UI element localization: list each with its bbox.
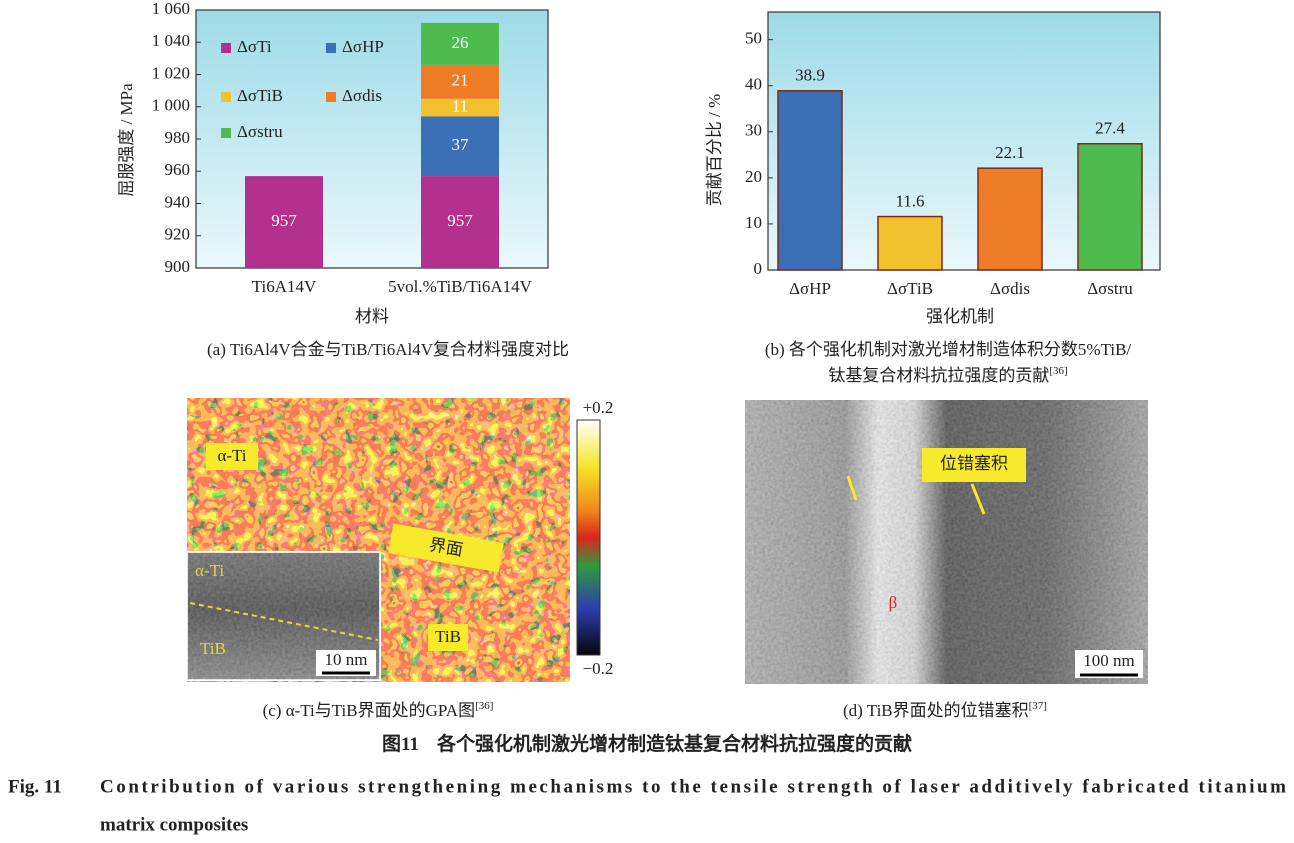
- label: 位错塞积: [940, 454, 1008, 473]
- colorbar: [576, 419, 601, 656]
- y-tick-label: 1 000: [152, 96, 190, 115]
- figure-title-text: 各个强化机制激光增材制造钛基复合材料抗拉强度的贡献: [436, 732, 912, 755]
- y-tick-label: 900: [165, 257, 191, 276]
- legend-swatch: [221, 43, 231, 53]
- caption: 钛基复合材料抗拉强度的贡献[36]: [828, 365, 1067, 385]
- caption-text: (d) TiB界面处的位错塞积: [843, 701, 1029, 720]
- bar-segment: [421, 176, 499, 268]
- value-label: 26: [452, 33, 469, 52]
- figure-title: 图11 各个强化机制激光增材制造钛基复合材料抗拉强度的贡献: [382, 732, 912, 755]
- caption-text: (c) α-Ti与TiB界面处的GPA图: [263, 701, 476, 720]
- x-axis-label: 材料: [355, 307, 389, 326]
- value-label: 957: [447, 211, 473, 230]
- label-box: [922, 448, 1026, 482]
- x-tick-label: ΔσHP: [789, 279, 831, 298]
- scale-label: 10 nm: [325, 650, 368, 669]
- caption: (c) α-Ti与TiB界面处的GPA图[36]: [263, 700, 494, 720]
- bar: [1077, 143, 1143, 271]
- label: α-Ti: [217, 446, 246, 465]
- legend-swatch: [326, 43, 336, 53]
- legend-label: Δσdis: [342, 86, 382, 105]
- bar: [977, 167, 1043, 271]
- x-tick-label: ΔσTiB: [887, 279, 933, 298]
- caption: (b) 各个强化机制对激光增材制造体积分数5%TiB/: [765, 340, 1132, 359]
- legend-swatch: [221, 92, 231, 102]
- legend-label: ΔσTi: [237, 37, 272, 56]
- y-tick-label: 980: [165, 128, 191, 147]
- figure-label-en: Fig. 11: [8, 776, 62, 797]
- y-tick-label: 1 020: [152, 63, 190, 82]
- caption-ref: [36]: [1049, 365, 1067, 377]
- value-label: 37: [452, 135, 470, 154]
- caption: (d) TiB界面处的位错塞积[37]: [843, 700, 1047, 720]
- y-tick-label: 1 040: [152, 31, 190, 50]
- y-axis-label: 贡献百分比 / %: [705, 94, 724, 206]
- arrow: [970, 483, 986, 515]
- bar-segment: [421, 98, 499, 117]
- value-label: 11: [452, 96, 468, 115]
- y-tick-label: 0: [754, 259, 763, 278]
- x-tick-label: Δσstru: [1087, 279, 1133, 298]
- y-axis-label: 屈服强度 / MPa: [117, 83, 136, 197]
- value-label: 21: [452, 71, 469, 90]
- y-tick-label: 960: [165, 160, 191, 179]
- bar-segment: [245, 176, 323, 268]
- label: β: [889, 593, 898, 612]
- scale-label: 100 nm: [1083, 651, 1134, 670]
- legend-label: ΔσHP: [342, 37, 384, 56]
- y-tick-label: 940: [165, 192, 191, 211]
- scale-box: [1075, 650, 1143, 678]
- colorbar-label: −0.2: [583, 659, 614, 678]
- inset-label: α-Ti: [195, 561, 224, 580]
- caption-ref: [36]: [475, 700, 493, 712]
- figure-title-en: matrix composites: [100, 814, 248, 835]
- interface-line: [189, 602, 379, 641]
- y-tick-label: 50: [745, 29, 762, 48]
- inset-label: TiB: [200, 639, 226, 658]
- tem-grain: [745, 400, 1148, 684]
- x-tick-label: Ti6A14V: [252, 277, 317, 296]
- y-tick-label: 20: [745, 167, 762, 186]
- y-tick-label: 40: [745, 75, 762, 94]
- label-box: [388, 523, 504, 573]
- x-tick-label: 5vol.%TiB/Ti6A14V: [388, 277, 532, 296]
- gpa-image: α-Ti 界面 TiB α-Ti TiB 10 nm +0.2 −0.2: [186, 398, 614, 682]
- label-box: [206, 443, 258, 470]
- legend-label: Δσstru: [237, 122, 283, 141]
- value-label: 957: [271, 211, 297, 230]
- label: TiB: [435, 627, 461, 646]
- tem-image: 位错塞积 β 100 nm: [745, 400, 1148, 684]
- arrow: [846, 475, 858, 501]
- value-label: 27.4: [1095, 119, 1125, 138]
- figure-title-en: Contribution of various strengthening me…: [100, 776, 1286, 797]
- bar-segment: [421, 64, 499, 99]
- y-tick-label: 10: [745, 213, 762, 232]
- x-axis-label: 强化机制: [926, 307, 994, 326]
- label-box: [428, 624, 468, 651]
- value-label: 11.6: [895, 191, 924, 210]
- legend-label: ΔσTiB: [237, 86, 283, 105]
- caption: (a) Ti6Al4V合金与TiB/Ti6Al4V复合材料强度对比: [207, 340, 569, 359]
- value-label: 38.9: [795, 66, 825, 85]
- value-label: 22.1: [995, 143, 1025, 162]
- legend-swatch: [326, 92, 336, 102]
- bar-segment: [421, 22, 499, 65]
- figure-label: 图11: [382, 733, 419, 755]
- x-tick-label: Δσdis: [990, 279, 1030, 298]
- bar: [877, 215, 943, 271]
- bar-segment: [421, 116, 499, 177]
- caption-text: 钛基复合材料抗拉强度的贡献: [828, 366, 1049, 385]
- y-tick-label: 1 060: [152, 0, 190, 18]
- bar: [777, 90, 843, 271]
- colorbar-label: +0.2: [583, 398, 614, 417]
- legend-swatch: [221, 128, 231, 138]
- y-tick-label: 30: [745, 121, 762, 140]
- y-tick-label: 920: [165, 225, 191, 244]
- caption-ref: [37]: [1029, 700, 1047, 712]
